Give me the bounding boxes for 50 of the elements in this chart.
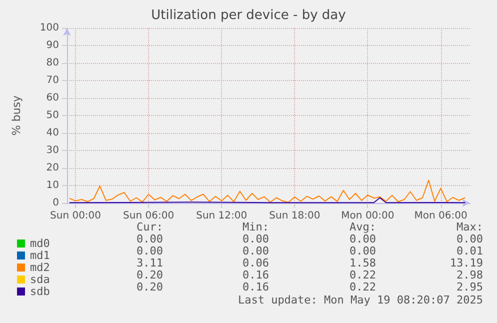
legend-label: md1 (30, 249, 50, 262)
x-tick-label: Sun 06:00 (123, 210, 174, 222)
y-tick-label: 0 (52, 198, 59, 208)
text: 0.16 (242, 268, 269, 282)
y-tick-label: 10 (46, 180, 59, 191)
text: Min: (242, 220, 269, 234)
y-tick-label: 80 (46, 58, 59, 68)
legend-label: md2 (30, 261, 50, 274)
x-tick-label: Mon 06:00 (414, 210, 468, 222)
text: 0.00 (242, 244, 269, 258)
y-tick-label: 20 (46, 162, 59, 174)
text: 0.00 (350, 244, 376, 258)
text: 0.20 (136, 268, 163, 282)
text: 0.00 (136, 232, 163, 246)
x-tick-label: Sun 12:00 (196, 210, 248, 222)
text: 2.95 (456, 280, 483, 294)
y-tick-label: 60 (46, 92, 59, 104)
text: 0.06 (242, 256, 269, 270)
y-tick-label: 50 (46, 110, 59, 121)
text: 0.00 (350, 232, 376, 246)
text: 0.01 (456, 244, 483, 258)
text: 0.22 (350, 280, 376, 294)
legend-label: sda (30, 273, 50, 286)
x-tick-label: Mon 00:00 (341, 210, 394, 222)
y-axis-title: % busy (10, 94, 23, 136)
x-tick-label: Sun 18:00 (269, 210, 320, 222)
text: 0.22 (350, 268, 376, 282)
line-series (68, 180, 466, 203)
text: Max: (456, 220, 483, 234)
text: 2.98 (456, 268, 483, 282)
text: 0.16 (242, 280, 269, 294)
y-tick-label: 70 (46, 75, 59, 86)
text: 1.58 (350, 256, 376, 270)
x-tick-label: Sun 00:00 (50, 210, 102, 222)
text: Avg: (350, 220, 376, 234)
y-tick-label: 30 (46, 145, 59, 156)
legend-label: md0 (30, 237, 50, 250)
text: 0.20 (136, 280, 163, 294)
y-tick-label: 40 (46, 128, 59, 138)
y-tick-label: 90 (46, 40, 59, 51)
text: 13.19 (450, 256, 483, 270)
legend-label: sdb (30, 285, 50, 298)
y-tick-label: 100 (40, 22, 59, 34)
text: 0.00 (136, 244, 163, 258)
text: 0.00 (242, 232, 269, 246)
chart-title: Utilization per device - by day (151, 8, 346, 23)
text: 0.00 (456, 232, 483, 246)
text: 3.11 (136, 256, 163, 270)
text: Cur: (136, 220, 163, 234)
text: Last update: Mon May 19 08:20:07 2025 (238, 294, 483, 306)
